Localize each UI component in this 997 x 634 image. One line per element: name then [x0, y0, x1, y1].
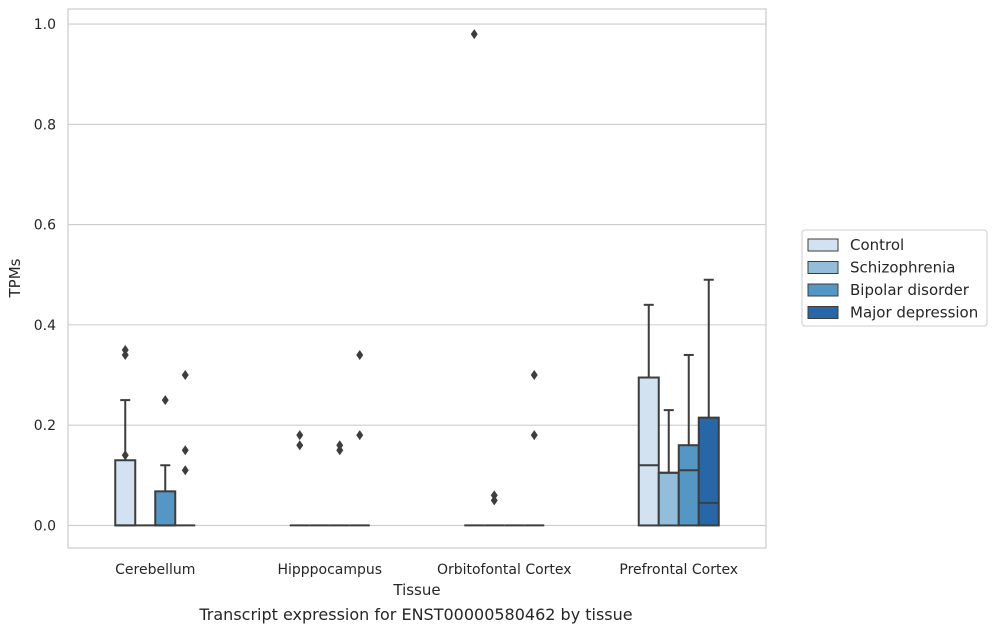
legend-label: Control: [850, 236, 904, 254]
outlier-point: [161, 395, 169, 406]
box-group: [677, 353, 700, 527]
boxes: [114, 29, 720, 527]
outlier-point: [121, 344, 129, 355]
legend: Control Schizophrenia Bipolar disorder Majo…: [801, 229, 988, 327]
outlier-point: [121, 450, 129, 461]
box-group: [175, 370, 196, 527]
y-tick-label: 1.0: [34, 17, 56, 33]
x-axis-label: Tissue: [392, 581, 440, 599]
x-tick-label: Cerebellum: [115, 562, 195, 578]
box-group: [114, 344, 137, 527]
x-tick-label: Orbitofontal Cortex: [437, 562, 572, 578]
outlier-point: [530, 370, 538, 381]
outlier-point: [121, 349, 129, 360]
legend-frame: [801, 229, 988, 327]
legend-swatch: [807, 283, 839, 297]
box-group: [329, 440, 350, 527]
chart-caption: Transcript expression for ENST0000058046…: [199, 605, 633, 624]
box-group: [289, 430, 310, 527]
box: [114, 459, 137, 527]
box-plot-chart: 0.0 0.2 0.4 0.6 0.8 1.0 Cerebellum Hipppocampu…: [6, 8, 988, 599]
y-tick-label: 0.4: [34, 318, 56, 334]
box: [697, 416, 720, 527]
box-group: [154, 395, 177, 527]
box-group: [657, 409, 680, 527]
y-axis-ticks: 0.0 0.2 0.4 0.6 0.8 1.0: [34, 17, 56, 534]
outlier-point: [181, 465, 189, 476]
outlier-point: [470, 29, 478, 40]
plot-frame: [67, 8, 767, 549]
outlier-point: [336, 445, 344, 456]
box-group: [349, 349, 370, 527]
y-tick-label: 0.6: [34, 218, 56, 234]
box-group: [464, 29, 485, 527]
legend-label: Major depression: [850, 304, 978, 322]
gridlines: [68, 23, 766, 526]
y-tick-label: 0.2: [34, 418, 56, 434]
box: [637, 376, 660, 527]
outlier-point: [356, 430, 364, 441]
box-group: [697, 278, 720, 527]
legend-swatch: [807, 238, 839, 252]
legend-swatch: [807, 306, 839, 319]
legend-label: Schizophrenia: [850, 259, 955, 277]
outlier-point: [296, 430, 304, 441]
outlier-point: [296, 440, 304, 451]
box: [677, 444, 700, 527]
x-tick-label: Hipppocampus: [277, 562, 382, 578]
y-axis-label: TPMs: [6, 258, 24, 298]
outlier-point: [490, 490, 498, 501]
y-tick-label: 0.8: [34, 117, 56, 133]
x-axis-ticks: Cerebellum Hipppocampus Orbitofontal Corte…: [115, 562, 738, 578]
legend-label: Bipolar disorder: [850, 281, 970, 299]
outlier-point: [490, 495, 498, 506]
box-group: [484, 490, 505, 527]
box: [657, 471, 680, 527]
outlier-point: [181, 445, 189, 456]
box-group: [637, 303, 660, 527]
box: [154, 490, 177, 527]
y-tick-label: 0.0: [34, 518, 56, 534]
outlier-point: [181, 370, 189, 381]
box-group: [524, 370, 545, 527]
outlier-point: [356, 349, 364, 360]
legend-swatch: [807, 261, 839, 274]
outlier-point: [336, 440, 344, 451]
outlier-point: [530, 430, 538, 441]
x-tick-label: Prefrontal Cortex: [619, 562, 738, 578]
